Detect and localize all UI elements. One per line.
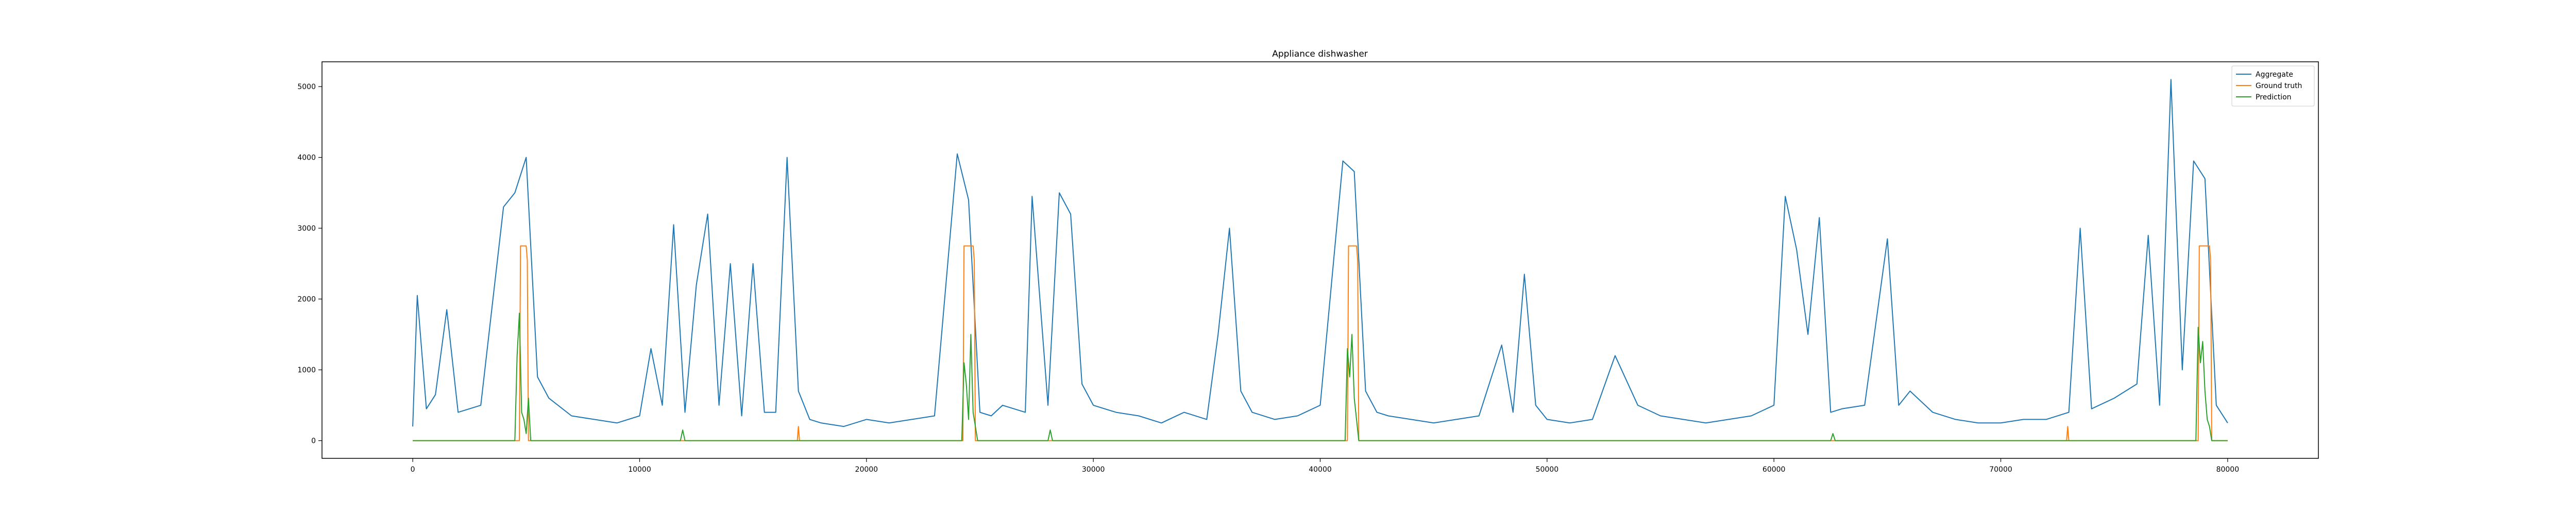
y-tick-label: 2000 (297, 296, 316, 304)
x-axis: 0 10000 20000 30000 40000 50000 60000 70000 8000… (411, 458, 2239, 474)
series-line-aggregate (412, 79, 2228, 427)
y-tick-label: 3000 (297, 225, 316, 233)
x-tick-label: 50000 (1536, 466, 1559, 474)
x-tick-label: 80000 (2216, 466, 2240, 474)
series-line-prediction (413, 313, 2228, 441)
series-layer (412, 79, 2228, 441)
x-tick-label: 40000 (1309, 466, 1332, 474)
y-axis: 0 1000 2000 3000 4000 5000 (297, 83, 322, 445)
legend-label: Ground truth (2256, 82, 2302, 90)
x-tick-label: 0 (411, 466, 415, 474)
legend: Aggregate Ground truth Prediction (2231, 65, 2315, 107)
y-tick-label: 4000 (297, 154, 316, 162)
x-tick-label: 70000 (1989, 466, 2012, 474)
x-tick-label: 30000 (1082, 466, 1105, 474)
y-tick-label: 5000 (297, 83, 316, 91)
y-tick-label: 1000 (297, 366, 316, 374)
chart-title: Appliance dishwasher (1272, 49, 1368, 59)
legend-label: Prediction (2256, 93, 2292, 101)
x-tick-label: 10000 (628, 466, 651, 474)
x-tick-label: 60000 (1762, 466, 1786, 474)
x-tick-label: 20000 (855, 466, 878, 474)
legend-label: Aggregate (2256, 71, 2293, 79)
y-tick-label: 0 (311, 437, 316, 445)
legend-box (2231, 65, 2315, 107)
